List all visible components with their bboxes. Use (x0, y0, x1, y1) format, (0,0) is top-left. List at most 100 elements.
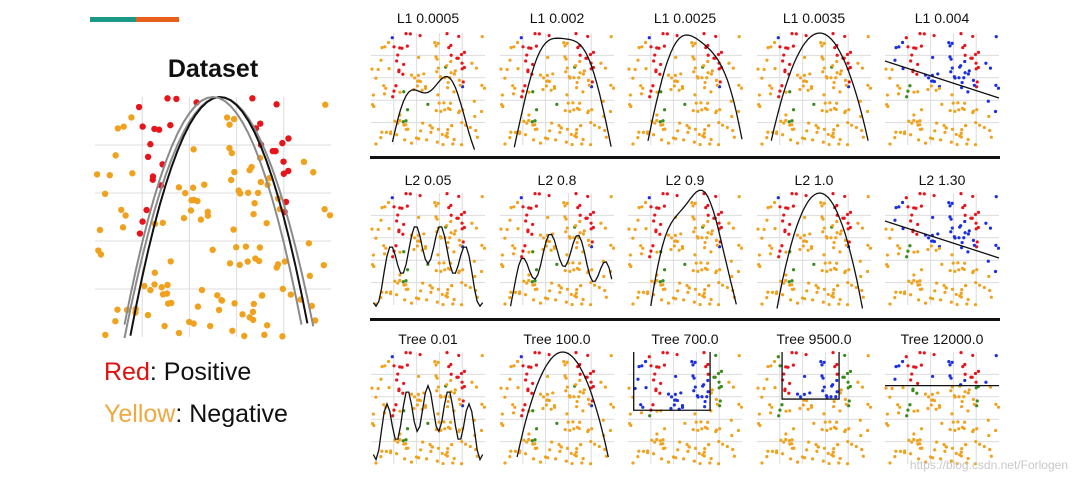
data-point (571, 101, 575, 105)
data-point (569, 451, 573, 456)
data-point (933, 448, 937, 452)
data-point (380, 365, 384, 369)
data-point (541, 395, 546, 399)
data-point (937, 86, 942, 90)
data-point (599, 61, 603, 65)
data-point (699, 101, 703, 105)
data-point (563, 44, 567, 48)
data-point (949, 230, 953, 234)
data-point (250, 300, 258, 308)
data-point (408, 192, 412, 196)
data-point (682, 138, 686, 142)
data-point (500, 93, 504, 97)
data-point (423, 405, 428, 409)
data-point (795, 460, 800, 464)
data-point (189, 184, 197, 191)
data-point (391, 95, 395, 99)
data-point (912, 90, 916, 94)
data-point (588, 303, 593, 307)
data-point (700, 108, 704, 112)
panel-title-tree-1: Tree 0.01 (398, 331, 458, 347)
data-point (718, 399, 722, 403)
data-point (725, 285, 729, 290)
data-point (856, 380, 860, 384)
data-point (590, 427, 594, 431)
data-point (949, 70, 953, 74)
data-point (508, 377, 512, 381)
data-point (974, 120, 978, 125)
data-point (950, 127, 955, 131)
data-point (452, 391, 456, 395)
data-point (167, 258, 174, 265)
data-point (702, 295, 706, 299)
data-point (577, 107, 581, 112)
data-point (633, 227, 637, 232)
data-point (959, 135, 963, 139)
data-point (669, 76, 674, 80)
data-point (396, 213, 400, 217)
data-point (449, 203, 453, 208)
data-point (474, 385, 479, 389)
data-point (944, 126, 948, 130)
data-point (770, 405, 774, 409)
data-point (758, 264, 762, 269)
data-point (777, 414, 781, 418)
data-point (231, 300, 238, 307)
data-point (449, 53, 453, 57)
data-point (714, 109, 719, 113)
data-point (769, 45, 773, 49)
data-point (604, 295, 608, 299)
data-point (637, 206, 641, 210)
data-point (702, 224, 706, 228)
data-point (831, 192, 835, 196)
data-point (737, 194, 741, 199)
data-point (931, 55, 935, 60)
data-point (534, 204, 538, 208)
data-point (563, 55, 567, 59)
data-point (825, 269, 829, 273)
data-point (716, 52, 721, 57)
data-point (629, 264, 633, 269)
data-point (395, 219, 399, 223)
data-point (888, 461, 892, 465)
data-point (718, 108, 722, 112)
data-point (651, 452, 656, 456)
data-point (893, 455, 897, 459)
data-point (795, 392, 800, 396)
data-point (503, 302, 507, 306)
data-point (923, 301, 928, 305)
data-point (383, 45, 387, 49)
data-point (838, 456, 842, 461)
data-point (445, 32, 449, 36)
data-point (822, 66, 826, 70)
data-point (425, 298, 429, 302)
data-point (151, 281, 158, 288)
data-point (578, 59, 582, 64)
data-point (954, 292, 958, 297)
data-point (858, 99, 862, 103)
data-point (575, 86, 579, 90)
data-point (699, 420, 703, 424)
data-point (768, 244, 772, 248)
data-point (644, 67, 648, 71)
data-point (832, 405, 836, 409)
data-point (574, 291, 578, 295)
data-point (932, 398, 937, 403)
data-point (835, 219, 839, 224)
data-point (636, 136, 640, 140)
data-point (675, 352, 679, 357)
data-point (974, 227, 978, 231)
data-point (524, 219, 528, 223)
data-point (908, 133, 913, 137)
data-point (414, 455, 419, 459)
data-point (803, 55, 807, 60)
data-point (435, 140, 439, 144)
data-point (783, 389, 787, 393)
data-point (820, 428, 824, 432)
data-point (926, 247, 930, 252)
data-point (566, 420, 570, 424)
data-point (300, 158, 308, 166)
data-point (588, 143, 593, 147)
data-point (637, 46, 641, 50)
data-point (533, 279, 537, 283)
